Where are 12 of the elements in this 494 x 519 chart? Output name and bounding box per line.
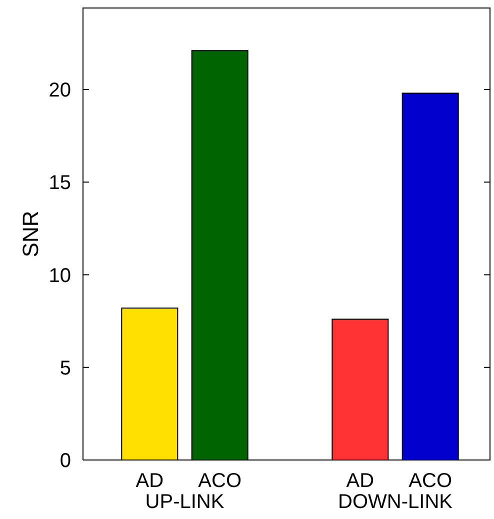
- text: UP-LINK: [145, 491, 225, 513]
- y-tick-label: 5: [60, 357, 71, 380]
- y-tick-label: 20: [48, 80, 71, 102]
- text: DOWN-LINK: [338, 491, 454, 513]
- x-tick-label: ACO: [198, 470, 242, 492]
- y-tick-label: 15: [48, 172, 71, 194]
- x-tick-label: AD: [346, 470, 374, 492]
- y-axis-title: SNR: [18, 210, 43, 258]
- x-tick-label: AD: [136, 470, 164, 492]
- y-tick-label: 10: [48, 264, 71, 287]
- x-tick-label: ACO: [408, 470, 452, 492]
- y-tick-label: 0: [60, 450, 71, 472]
